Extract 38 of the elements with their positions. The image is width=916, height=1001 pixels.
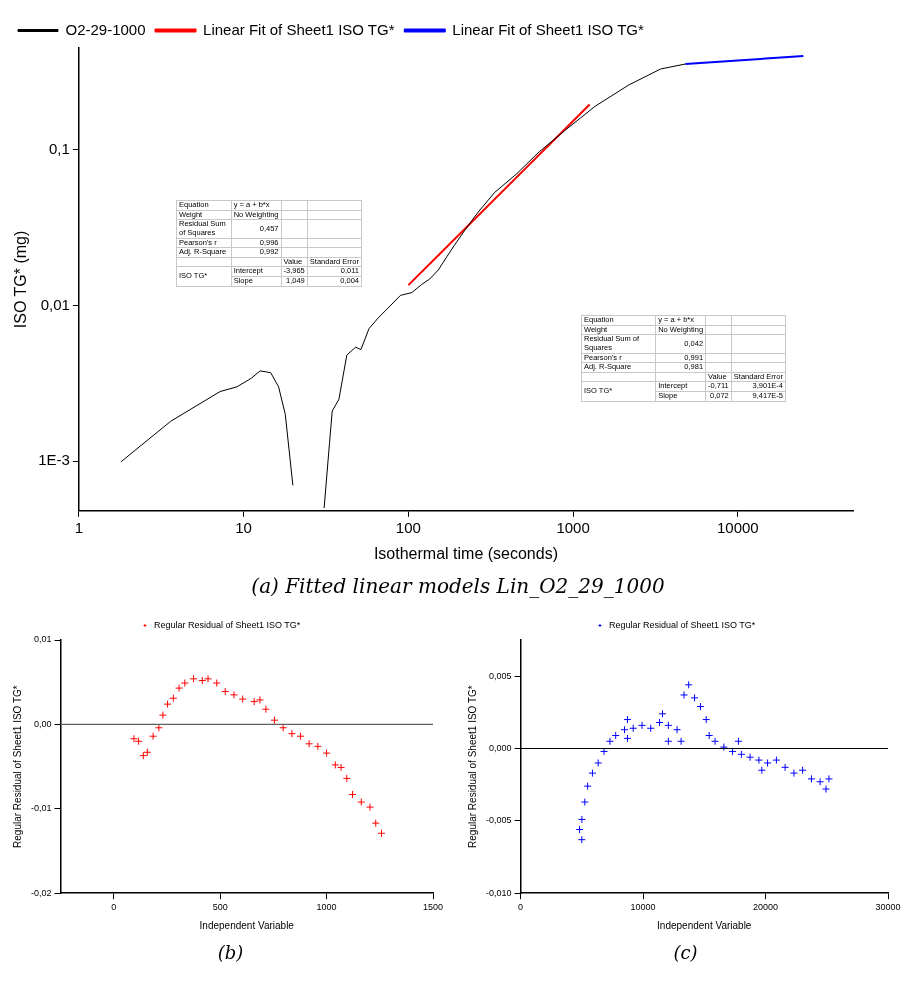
text: (b) <box>216 942 245 963</box>
y-axis-title: Regular Residual of Sheet1 ISO TG* <box>11 685 23 848</box>
x-tick-label: 20000 <box>752 902 779 913</box>
text: (c) <box>672 942 699 963</box>
y-tick-label: 0,01 <box>40 295 70 313</box>
x-tick-label: 1500 <box>422 902 444 913</box>
x-tick-label: 100 <box>395 518 421 536</box>
y-tick-label: 0,01 <box>33 634 52 645</box>
y-axis-title: ISO TG* (mg) <box>12 230 30 329</box>
y-tick-label: 0,00 <box>33 718 52 729</box>
y-tick-label: -0,010 <box>485 887 512 898</box>
y-tick-label: 0,1 <box>49 139 70 157</box>
text: (a) Fitted linear models Lin_O2_29_1000 <box>250 574 666 598</box>
x-tick-label: 0 <box>518 902 524 913</box>
y-axis-title: Regular Residual of Sheet1 ISO TG* <box>466 685 478 848</box>
x-tick-label: 1000 <box>556 518 590 536</box>
legend-label: Regular Residual of Sheet1 ISO TG* <box>153 619 301 630</box>
x-axis-title: Isothermal time (seconds) <box>373 544 558 562</box>
y-tick-label: -0,02 <box>31 887 52 898</box>
legend-label: Linear Fit of Sheet1 ISO TG* <box>203 20 395 38</box>
x-tick-label: 10000 <box>630 902 656 913</box>
x-tick-label: 10 <box>235 518 252 536</box>
legend-label: Regular Residual of Sheet1 ISO TG* <box>608 619 756 630</box>
y-tick-label: -0,01 <box>31 803 52 814</box>
x-axis-title: Independent Variable <box>657 919 752 931</box>
y-tick-label: 1E-3 <box>38 451 70 469</box>
y-tick-label: -0,005 <box>485 815 512 826</box>
y-tick-label: 0,000 <box>488 743 512 753</box>
x-tick-label: 500 <box>212 902 228 913</box>
y-tick-label: 0,005 <box>488 670 512 681</box>
x-tick-label: 0 <box>111 902 117 913</box>
x-tick-label: 1000 <box>316 902 337 913</box>
x-axis-title: Independent Variable <box>199 919 295 931</box>
x-tick-label: 10000 <box>716 518 759 536</box>
x-tick-label: 1 <box>74 518 84 536</box>
x-tick-label: 30000 <box>875 902 901 913</box>
legend-label: Linear Fit of Sheet1 ISO TG* <box>452 20 644 38</box>
legend-label: O2-29-1000 <box>65 20 146 38</box>
